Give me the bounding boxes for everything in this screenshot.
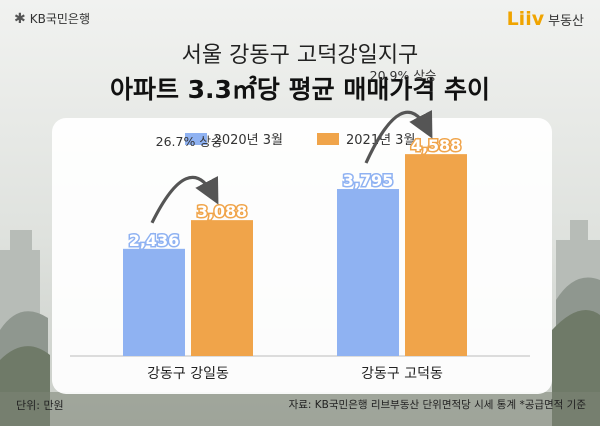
- category-label-1: 강동구 강일동: [147, 366, 229, 382]
- source-note: 자료: KB국민은행 리브부동산 단위면적당 시세 통계 *공급면적 기준: [288, 399, 586, 411]
- legend-label-2021: 2021년 3월: [346, 133, 416, 148]
- category-label-2: 강동구 고덕동: [361, 366, 443, 382]
- legend-item-2021: 2021년 3월: [317, 129, 415, 148]
- liiv-text: 부동산: [548, 13, 584, 29]
- data-label-2020-2: 3,795: [343, 171, 394, 190]
- liiv-mark: Liiv: [506, 8, 545, 30]
- legend-item-2020: 2020년 3월: [184, 129, 283, 148]
- data-label-2021-2: 4,588: [411, 136, 462, 155]
- bar-2021-1: [191, 220, 253, 356]
- legend-swatch-2021: [317, 132, 339, 145]
- bar-2020-2: [337, 189, 399, 356]
- bar-2020-1: [123, 248, 185, 356]
- chart-subtitle: 아파트 3.3㎡당 평균 매매가격 추이: [109, 75, 491, 104]
- kb-logo: ✱ KB국민은행: [14, 10, 90, 27]
- bar-2021-2: [405, 154, 467, 356]
- kb-logo-text: KB국민은행: [29, 12, 90, 26]
- legend-label-2020: 2020년 3월: [213, 133, 283, 148]
- increase-arrow-2: [364, 110, 433, 164]
- liiv-logo: Liiv 부동산: [507, 8, 584, 30]
- data-label-2021-1: 3,088: [197, 202, 248, 221]
- increase-annotation-1: 26.7% 상승: [156, 134, 223, 149]
- unit-note: 단위: 만원: [16, 399, 64, 412]
- legend: 2020년 3월 2021년 3월: [0, 129, 600, 148]
- increase-arrow-1: [150, 175, 219, 224]
- increase-annotation-2: 20.9% 상승: [370, 68, 437, 83]
- data-label-2020-1: 2,436: [129, 231, 180, 250]
- kb-star-icon: ✱: [14, 10, 26, 27]
- chart-title: 서울 강동구 고덕강일지구: [181, 43, 419, 68]
- legend-swatch-2020: [184, 132, 207, 145]
